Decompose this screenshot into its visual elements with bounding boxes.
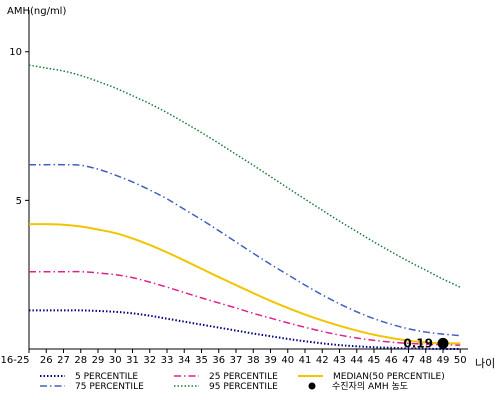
series-line-p75 [28, 163, 461, 337]
x-tick-label: 42 [316, 355, 329, 366]
x-tick-label: 31 [126, 355, 139, 366]
x-tick-label: 38 [247, 355, 260, 366]
point-patient [437, 337, 449, 349]
plot-area: 5 10 16-25 26 27 28 29 30 31 32 33 34 35 36 37 38 39 40 41… [0, 10, 468, 366]
x-tick-label: 26 [40, 355, 53, 366]
x-tick-label: 34 [178, 355, 191, 366]
legend-label-p25: 25 PERCENTILE [209, 372, 278, 382]
x-tick-label: 16-25 [0, 355, 29, 366]
series-line-p95 [28, 64, 461, 288]
x-tick-label: 49 [437, 355, 450, 366]
x-tick-label: 50 [454, 355, 467, 366]
x-tick-label: 43 [333, 355, 346, 366]
series-line-p25 [28, 270, 461, 346]
x-tick-label: 47 [402, 355, 415, 366]
x-tick-label: 33 [161, 355, 174, 366]
point-label-patient: 0.19 [403, 336, 433, 350]
x-tick-label: 48 [419, 355, 432, 366]
x-tick-label: 30 [109, 355, 122, 366]
series-line-median [28, 223, 461, 345]
legend-label-p95: 95 PERCENTILE [209, 382, 278, 392]
legend-label-patient: 수진자의 AMH 농도 [332, 381, 408, 392]
legend-marker-patient [308, 382, 316, 390]
y-tick-label: 10 [9, 47, 22, 58]
x-tick-label: 40 [281, 355, 294, 366]
y-axis-title: AMH(ng/ml) [7, 6, 66, 17]
series-line-p5 [29, 309, 461, 351]
x-tick-label: 45 [368, 355, 381, 366]
legend-label-p75: 75 PERCENTILE [75, 382, 144, 392]
x-tick-label: 44 [350, 355, 363, 366]
x-tick-label: 39 [264, 355, 277, 366]
x-tick-label: 29 [92, 355, 105, 366]
y-tick-label: 5 [16, 196, 22, 207]
x-tick-label: 41 [299, 355, 312, 366]
x-tick-label: 35 [195, 355, 208, 366]
x-tick-label: 28 [74, 355, 87, 366]
x-tick-label: 46 [385, 355, 398, 366]
x-tick-label: 37 [230, 355, 243, 366]
x-axis-title: 나이 [475, 357, 495, 370]
legend-label-median: MEDIAN(50 PERCENTILE) [333, 372, 445, 382]
legend-label-p5: 5 PERCENTILE [75, 372, 138, 382]
x-tick-label: 27 [57, 355, 70, 366]
x-tick-label: 36 [212, 355, 225, 366]
x-tick-label: 32 [143, 355, 156, 366]
